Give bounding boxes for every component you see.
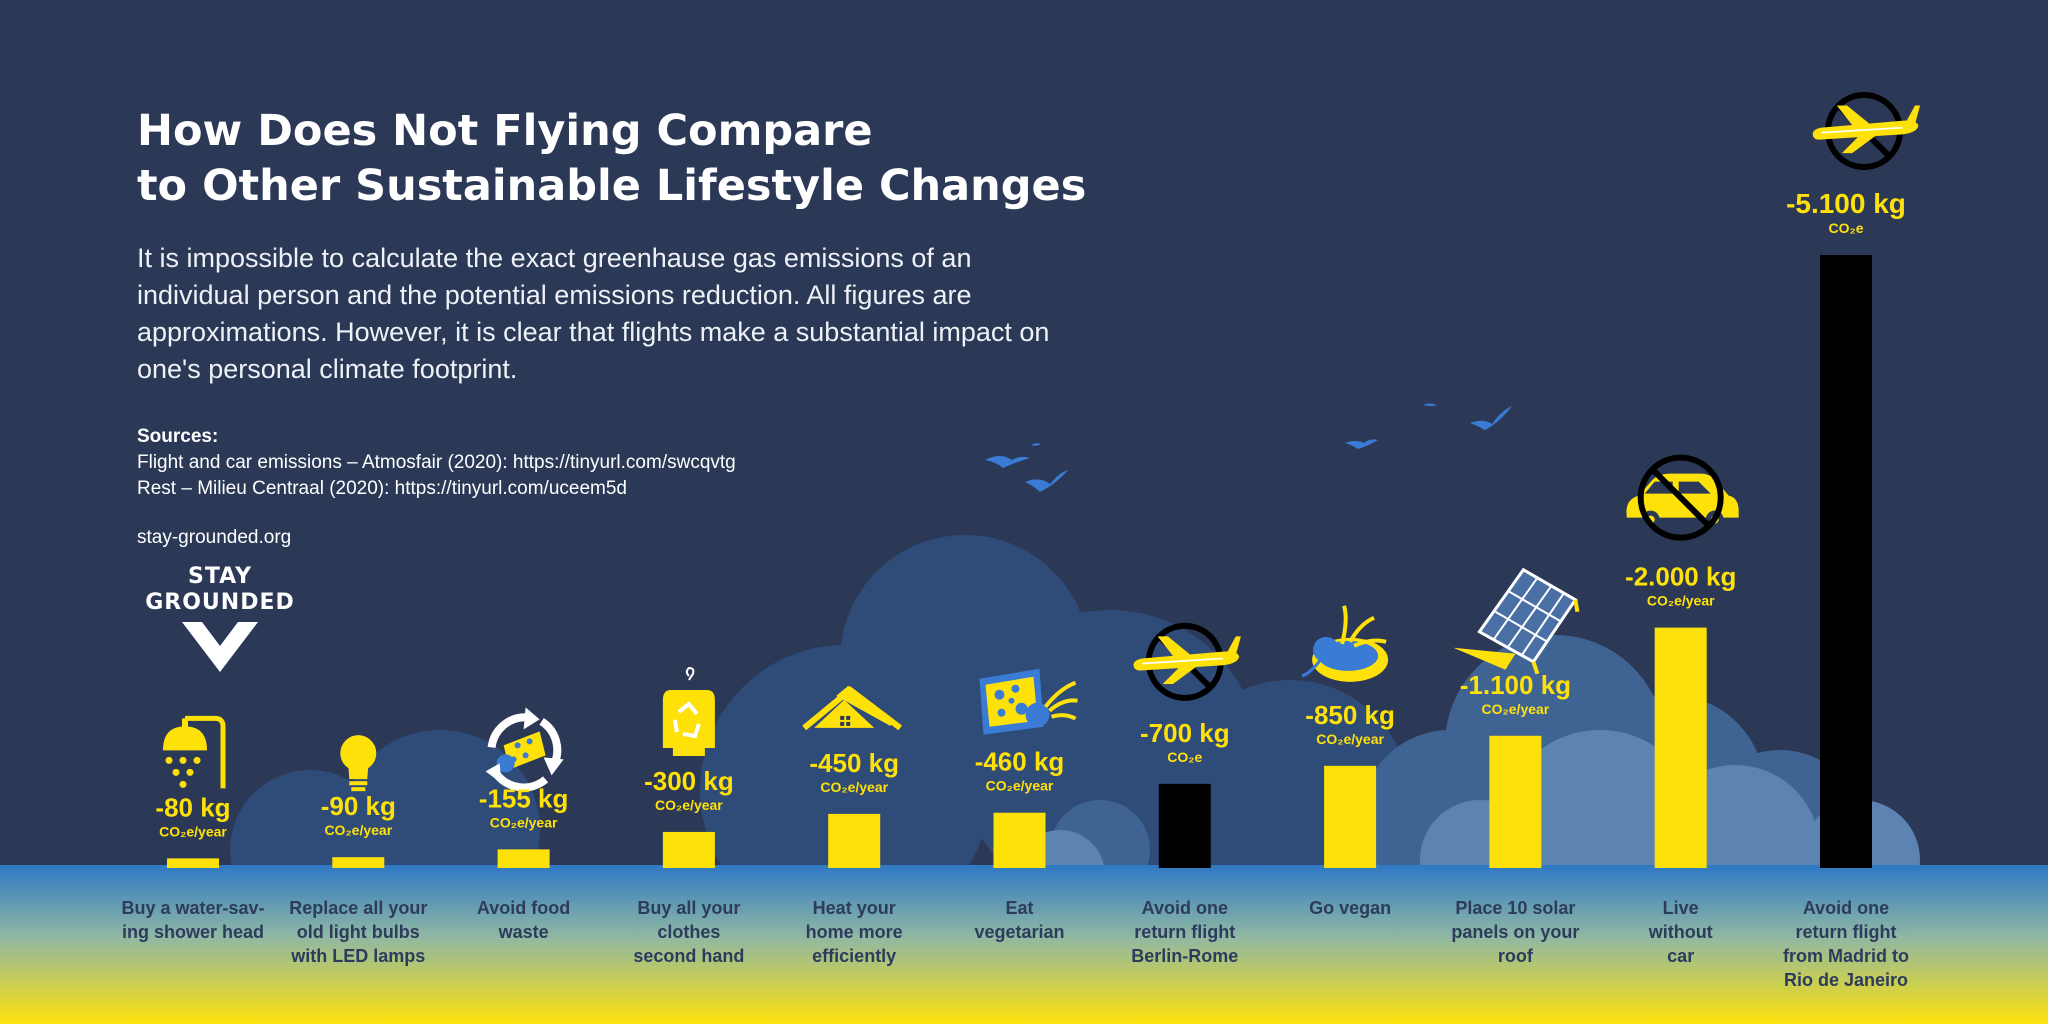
source-line-rest: Rest – Milieu Centraal (2020): https://t… <box>137 478 627 499</box>
category-label-10: Live without car <box>1648 898 1713 966</box>
stay-grounded-logo: STAY GROUNDED <box>137 564 303 676</box>
bar-6 <box>993 812 1046 868</box>
unit-label-2: CO₂e/year <box>324 822 392 838</box>
category-label-5: Heat your home more efficiently <box>806 898 903 966</box>
value-label-6: -460 kg <box>975 747 1065 777</box>
solar-panel-icon <box>1453 567 1580 675</box>
value-label-10: -2.000 kg <box>1625 562 1736 592</box>
unit-label-11: CO₂e <box>1828 220 1863 236</box>
sources-heading: Sources: <box>137 426 219 447</box>
unit-label-10: CO₂e/year <box>1647 593 1715 609</box>
category-label-4: Buy all your clothes second hand <box>633 898 744 966</box>
intro-text: It is impossible to calculate the exact … <box>137 243 1050 384</box>
logo-text-grounded: GROUNDED <box>145 590 295 615</box>
unit-label-5: CO₂e/year <box>820 779 888 795</box>
bar-3 <box>497 849 550 868</box>
bar-1 <box>167 858 219 868</box>
page-title: How Does Not Flying Compare to Other Sus… <box>137 104 1117 214</box>
site-url[interactable]: stay-grounded.org <box>137 527 292 548</box>
recycle-food-icon <box>485 707 564 792</box>
unit-label-3: CO₂e/year <box>490 814 558 830</box>
category-label-6: Eat vegetarian <box>974 898 1064 942</box>
bar-2 <box>332 857 385 868</box>
title-line-1: How Does Not Flying Compare <box>137 106 873 156</box>
value-label-8: -850 kg <box>1305 700 1395 730</box>
sources-block: Sources: Flight and car emissions – Atmo… <box>137 424 736 502</box>
title-line-2: to Other Sustainable Lifestyle Changes <box>137 161 1087 211</box>
bars-layer <box>167 255 1872 868</box>
category-label-8: Go vegan <box>1309 898 1391 918</box>
value-label-3: -155 kg <box>479 783 569 813</box>
birds <box>985 403 1512 492</box>
cheese-icon <box>979 668 1078 735</box>
bar-7 <box>1158 783 1211 868</box>
category-label-11: Avoid one return flight from Madrid to Rio … <box>1783 898 1909 990</box>
value-label-4: -300 kg <box>644 766 734 796</box>
bar-4 <box>662 831 715 868</box>
unit-label-6: CO₂e/year <box>986 778 1054 794</box>
logo-text-stay: STAY <box>188 564 252 589</box>
bar-11 <box>1820 255 1872 868</box>
value-label-9: -1.100 kg <box>1460 670 1571 700</box>
logo-chevron-icon <box>182 622 258 672</box>
clothes-recycle-icon <box>662 666 715 756</box>
lightbulb-icon <box>340 735 377 792</box>
unit-label-9: CO₂e/year <box>1482 701 1550 717</box>
bar-8 <box>1324 765 1377 868</box>
source-line-flight: Flight and car emissions – Atmosfair (20… <box>137 452 736 473</box>
no-car-icon <box>1626 454 1739 541</box>
no-plane-icon <box>1812 92 1921 170</box>
unit-label-7: CO₂e <box>1167 749 1202 765</box>
category-label-3: Avoid food waste <box>477 898 570 942</box>
value-label-1: -80 kg <box>155 792 230 822</box>
unit-label-4: CO₂e/year <box>655 797 723 813</box>
category-label-1: Buy a water-sav-ing shower head <box>121 898 264 942</box>
bar-9 <box>1489 735 1542 868</box>
bar-5 <box>828 813 881 868</box>
category-label-7: Avoid one return flight Berlin-Rome <box>1131 898 1238 966</box>
icons-layer <box>163 92 1921 792</box>
category-label-9: Place 10 solar panels on your roof <box>1451 898 1579 966</box>
bar-10 <box>1654 627 1707 868</box>
value-label-11: -5.100 kg <box>1786 188 1906 219</box>
value-label-2: -90 kg <box>321 791 396 821</box>
house-icon <box>802 685 903 731</box>
unit-label-1: CO₂e/year <box>159 823 227 839</box>
value-label-7: -700 kg <box>1140 718 1230 748</box>
no-plane-icon <box>1133 622 1241 701</box>
vegan-food-icon <box>1301 605 1389 682</box>
ground-band <box>0 865 2048 1024</box>
category-label-2: Replace all your old light bulbs with LED … <box>289 898 427 966</box>
unit-label-8: CO₂e/year <box>1316 731 1384 747</box>
shower-icon <box>163 715 226 789</box>
value-label-5: -450 kg <box>809 748 899 778</box>
